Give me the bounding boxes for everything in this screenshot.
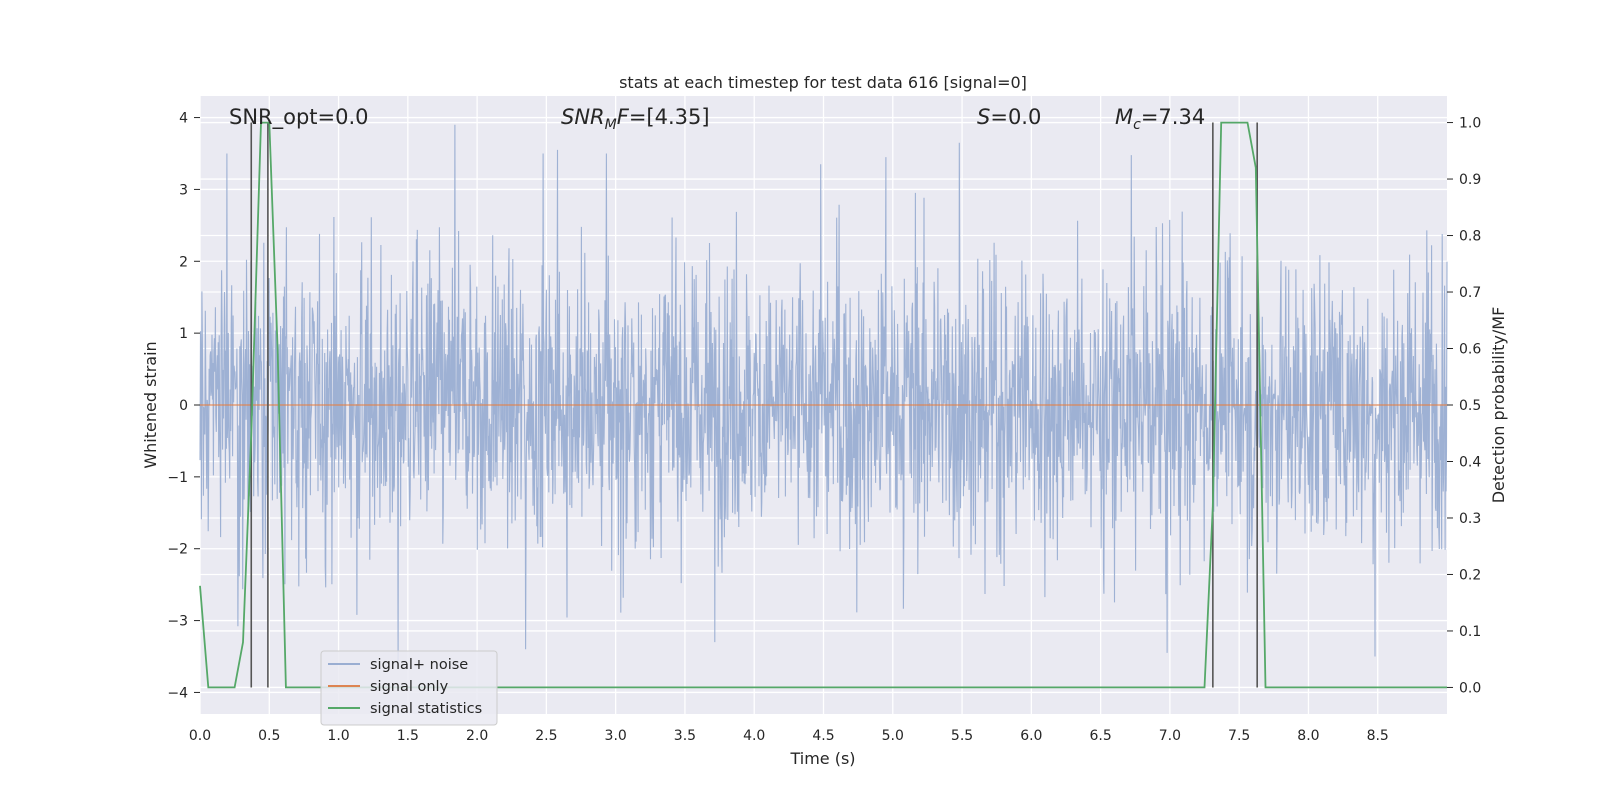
legend-label-noise: signal+ noise xyxy=(370,657,468,673)
y2-tick-label: 0.3 xyxy=(1459,511,1481,527)
x-tick-label: 7.5 xyxy=(1228,728,1250,744)
x-tick-label: 2.0 xyxy=(466,728,488,744)
y2-tick-label: 0.2 xyxy=(1459,567,1481,583)
y-tick-label: −3 xyxy=(167,614,188,630)
annotation-snr-mf-sub: M xyxy=(605,117,617,133)
y2-tick-label: 0.7 xyxy=(1459,285,1481,301)
annotation-snr-opt: SNR_opt=0.0 xyxy=(229,105,369,130)
legend-label-statistics: signal statistics xyxy=(370,701,482,717)
legend: signal+ noise signal only signal statist… xyxy=(320,650,498,726)
x-tick-label: 6.0 xyxy=(1020,728,1042,744)
y2-axis-label: Detection probability/MF xyxy=(1489,307,1508,504)
annotation-s: S=0.0 xyxy=(977,105,1041,129)
x-tick-label: 1.0 xyxy=(327,728,349,744)
noise-series-line xyxy=(199,124,1448,664)
y-tick-label: −2 xyxy=(167,542,188,558)
x-tick-label: 8.5 xyxy=(1367,728,1389,744)
annotation-snr-mf-base: SNR xyxy=(561,105,605,129)
y2-tick-label: 1.0 xyxy=(1459,116,1481,132)
annotation-s-value: =0.0 xyxy=(990,105,1041,129)
y2-tick-label: 0.4 xyxy=(1459,454,1481,470)
y-tick-label: 4 xyxy=(179,111,188,127)
y-tick-label: 2 xyxy=(179,254,188,270)
y-axis-label: Whitened strain xyxy=(141,341,160,468)
y2-tick-label: 0.1 xyxy=(1459,624,1481,640)
annotation-snr-mf: SNRMF=[4.35] xyxy=(561,105,710,133)
annotation-snr-opt-text: SNR_opt=0.0 xyxy=(229,105,369,130)
annotation-snr-mf-f: F xyxy=(617,105,630,129)
annotation-mc-base: M xyxy=(1115,105,1133,129)
annotation-mc-value: =7.34 xyxy=(1141,105,1205,129)
x-axis-label: Time (s) xyxy=(789,749,855,768)
legend-label-signal: signal only xyxy=(370,679,449,695)
vline-layer xyxy=(250,122,1258,688)
chart-title: stats at each timestep for test data 616… xyxy=(619,73,1027,92)
stats-layer xyxy=(199,121,1447,689)
x-tick-label: 5.5 xyxy=(951,728,973,744)
x-tick-label: 4.5 xyxy=(812,728,834,744)
y2-tick-label: 0.5 xyxy=(1459,398,1481,414)
y2-tick-label: 0.8 xyxy=(1459,229,1481,245)
x-tick-label: 3.5 xyxy=(674,728,696,744)
statistics-series-line xyxy=(199,121,1447,689)
x-tick-label: 0.0 xyxy=(189,728,211,744)
y-tick-label: −1 xyxy=(167,470,188,486)
x-tick-label: 2.5 xyxy=(535,728,557,744)
legend-box xyxy=(320,650,498,726)
x-tick-label: 0.5 xyxy=(258,728,280,744)
x-tick-label: 7.0 xyxy=(1159,728,1181,744)
x-tick-label: 5.0 xyxy=(882,728,904,744)
y-tick-label: 1 xyxy=(179,326,188,342)
y-tick-label: −4 xyxy=(167,685,188,701)
noise-layer xyxy=(199,124,1448,664)
annotation-snr-mf-value: =[4.35] xyxy=(629,105,710,129)
x-tick-label: 3.0 xyxy=(605,728,627,744)
annotation-mc-sub: c xyxy=(1133,117,1141,133)
y2-tick-label: 0.0 xyxy=(1459,680,1481,696)
x-tick-label: 8.0 xyxy=(1297,728,1319,744)
y-tick-label: 0 xyxy=(179,398,188,414)
annotation-mc: Mc=7.34 xyxy=(1115,105,1205,133)
x-tick-label: 6.5 xyxy=(1089,728,1111,744)
ticks: 0.0 0.5 1.0 1.5 2.0 2.5 3.0 3.5 4.0 4.5 5.0 5.5 6.0 6… xyxy=(167,111,1481,744)
x-tick-label: 1.5 xyxy=(397,728,419,744)
x-tick-label: 4.0 xyxy=(743,728,765,744)
y2-tick-label: 0.9 xyxy=(1459,172,1481,188)
y2-tick-label: 0.6 xyxy=(1459,342,1481,358)
annotation-s-base: S xyxy=(977,105,990,129)
y-tick-label: 3 xyxy=(179,182,188,198)
